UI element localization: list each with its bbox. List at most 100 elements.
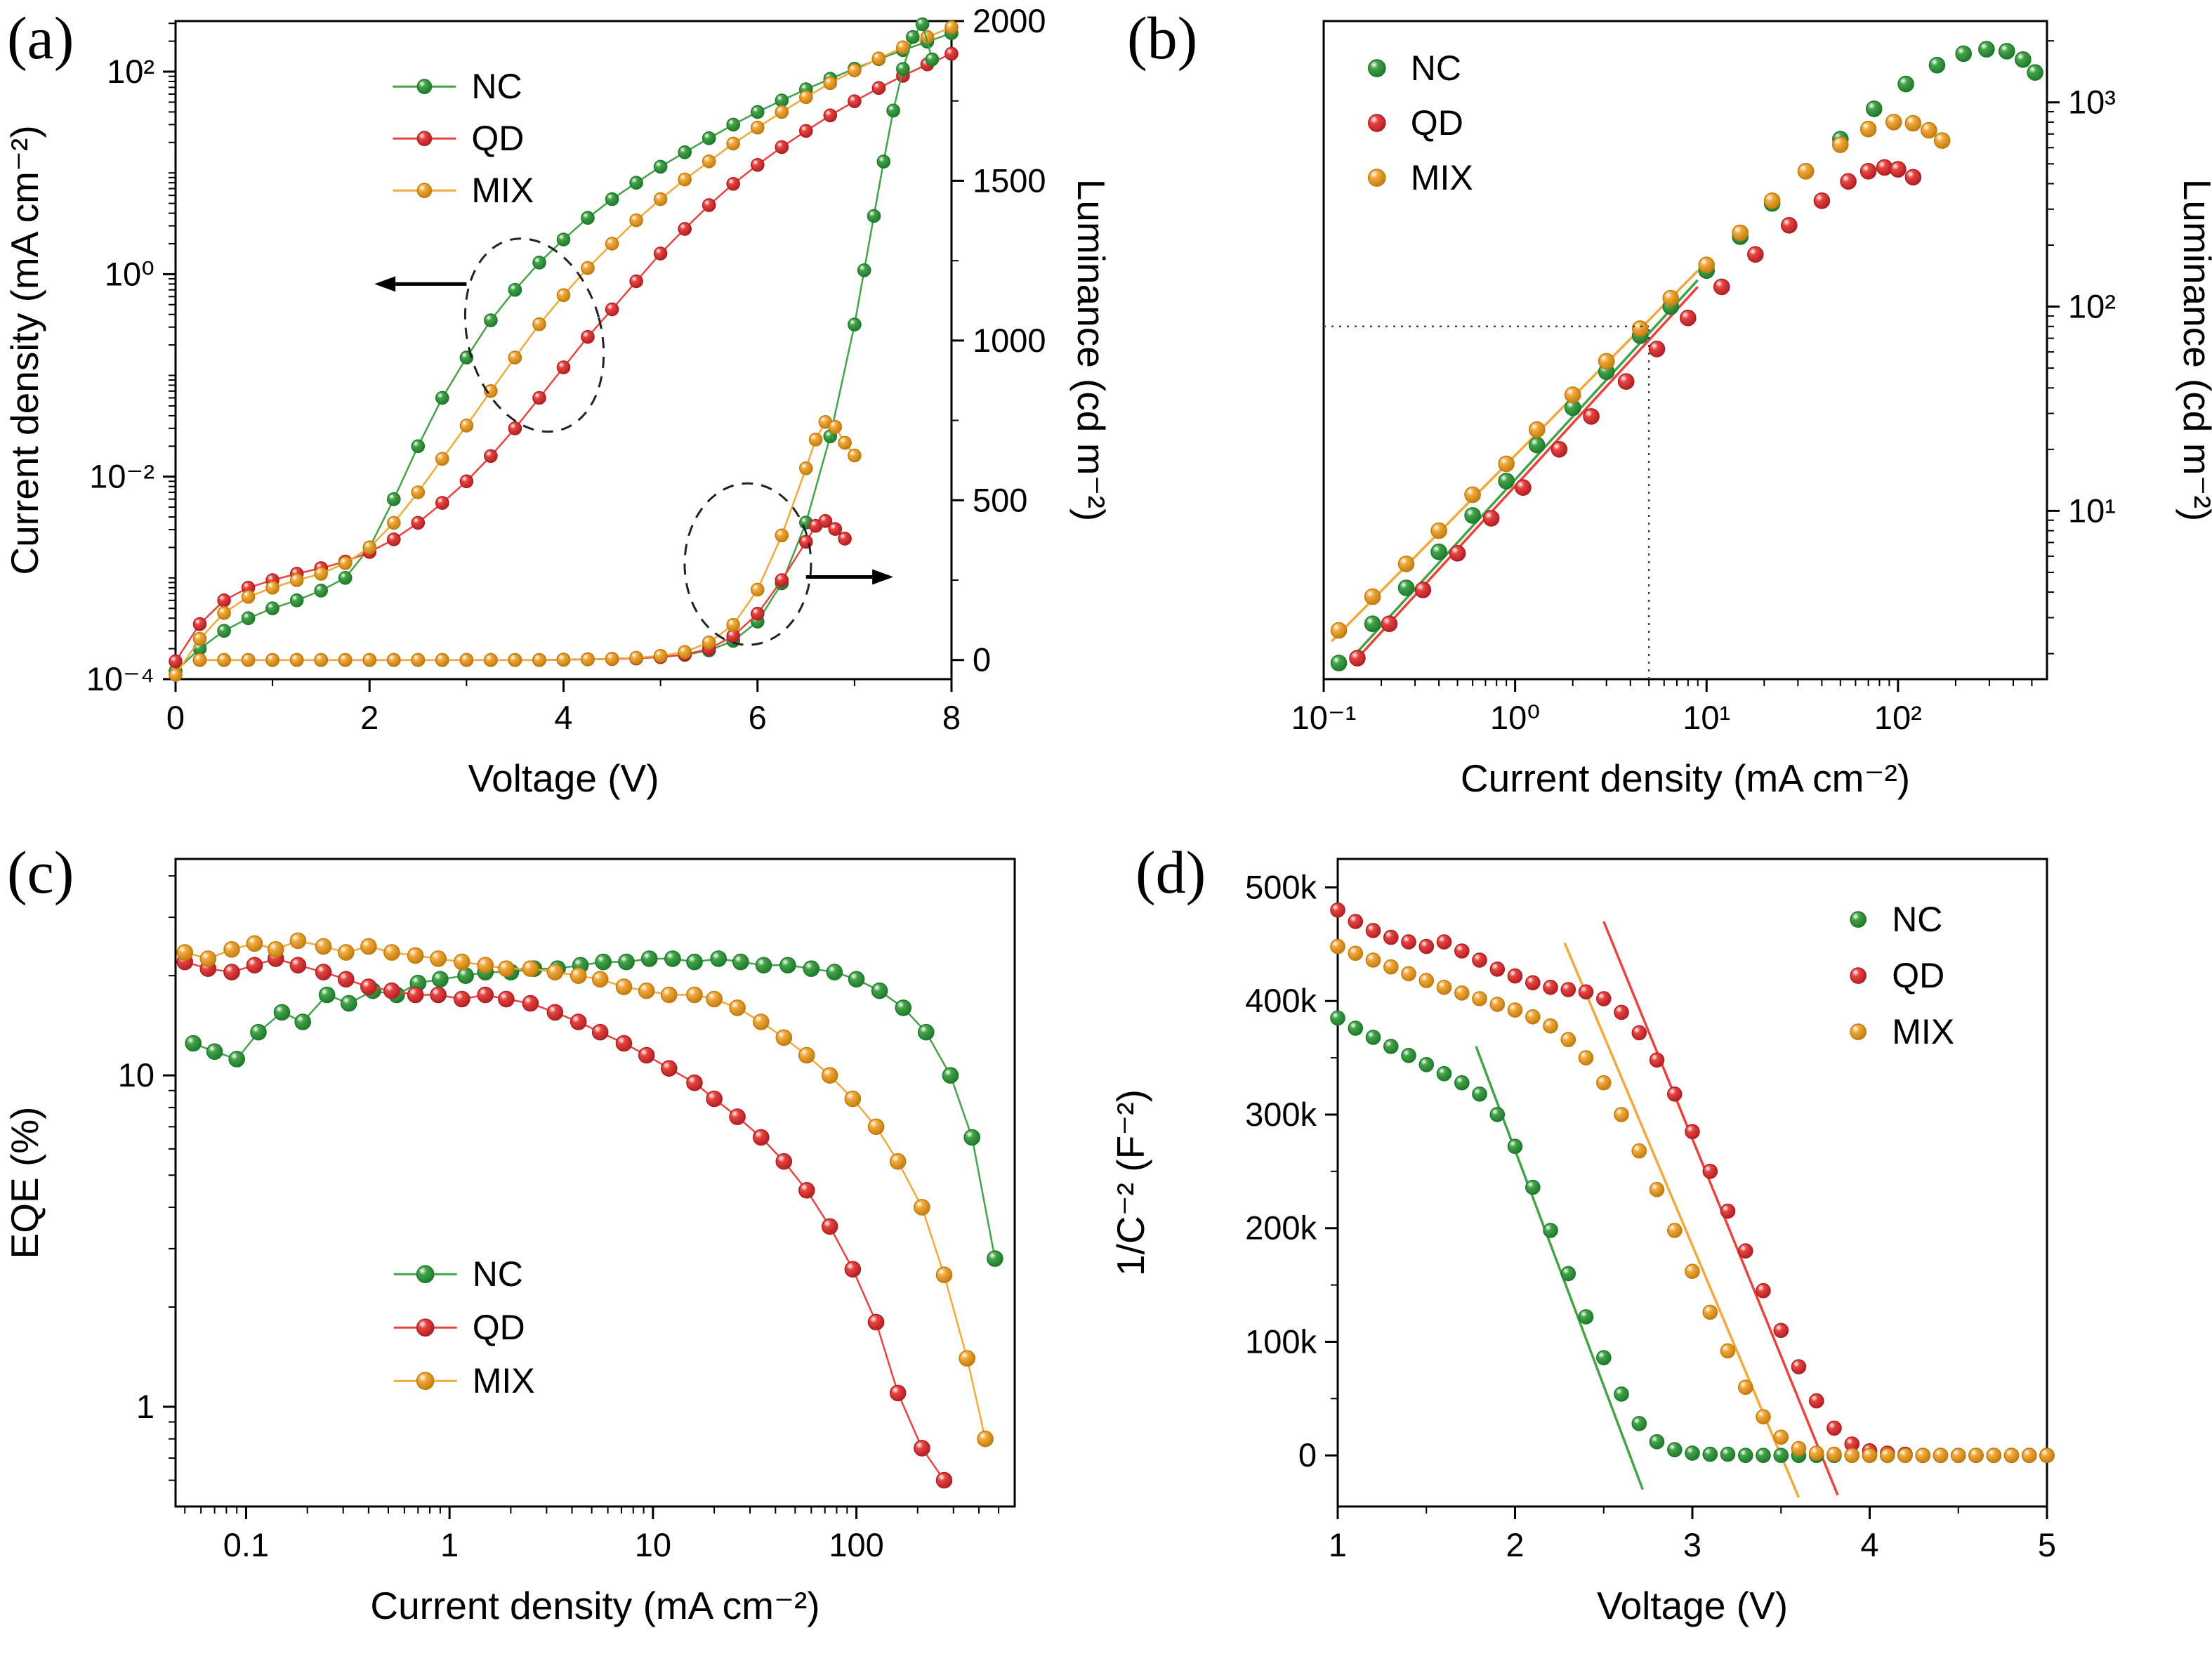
svg-text:100k: 100k: [1245, 1322, 1317, 1360]
panel-c-chart-eqe: 0.1 1 10 100 Current density (mA cm⁻²) 1 10 EQE…: [3, 858, 1016, 1627]
series-NC: [185, 950, 1003, 1267]
series-MIX: [169, 20, 959, 682]
svg-text:4: 4: [554, 699, 572, 736]
series-NC: [1330, 1010, 2055, 1464]
fit-line-QD: [1602, 921, 1839, 1496]
svg-text:1: 1: [440, 1526, 459, 1563]
arrow-head: [374, 276, 396, 292]
series-MIX: [1330, 938, 2055, 1464]
panel-b-label: (b): [1127, 4, 1198, 72]
svg-text:10²: 10²: [1874, 699, 1922, 736]
legend-label-QD: QD: [1411, 103, 1463, 143]
panel-b: (b) 10⁻¹ 10⁰ 10¹ 10² Current density (mA cm⁻…: [1106, 0, 2212, 827]
panel-a-chart-jvl: 0 2 4 6 8 Voltage (V) 10⁻⁴ 10⁻² 10⁰ 10² Current de…: [3, 2, 1106, 800]
legend: NC QD MIX: [393, 67, 534, 210]
svg-text:1: 1: [136, 1388, 154, 1425]
svg-text:100: 100: [829, 1526, 883, 1563]
panel-d-label: (d): [1135, 839, 1206, 906]
svg-text:10²: 10²: [107, 53, 154, 90]
svg-text:0: 0: [973, 641, 991, 678]
x-axis-title: Voltage (V): [1597, 1584, 1788, 1627]
svg-text:400k: 400k: [1245, 982, 1317, 1019]
fit-line-QD: [1356, 286, 1699, 659]
dashed-ellipse-annotation: [683, 482, 812, 646]
series-QD: [169, 46, 959, 669]
series-MIX: [1330, 114, 1951, 639]
y-axis-title-left: EQE (%): [3, 1107, 46, 1259]
svg-text:10⁻⁴: 10⁻⁴: [86, 660, 154, 697]
svg-text:10⁰: 10⁰: [1490, 699, 1540, 736]
svg-text:200k: 200k: [1245, 1209, 1317, 1247]
svg-text:10¹: 10¹: [1683, 699, 1730, 736]
y-axis-title-right: Luminance (cd m⁻²): [1069, 179, 1106, 522]
panel-b-chart-luminance-vs-j: 10⁻¹ 10⁰ 10¹ 10² Current density (mA cm⁻²) 10…: [1291, 20, 2212, 800]
svg-text:2: 2: [1506, 1526, 1524, 1563]
svg-text:10¹: 10¹: [2068, 492, 2116, 529]
svg-text:500k: 500k: [1245, 868, 1317, 905]
legend-label-NC: NC: [1411, 48, 1461, 88]
series-QD: [1349, 159, 1922, 667]
svg-text:8: 8: [942, 699, 961, 736]
fit-line-NC: [1475, 1046, 1644, 1490]
axes: 0 2 4 6 8 Voltage (V) 10⁻⁴ 10⁻² 10⁰ 10² Current de…: [3, 2, 1106, 800]
svg-text:1500: 1500: [973, 162, 1046, 199]
legend: NC QD MIX: [1850, 900, 1954, 1051]
panel-d: (d) 1 2 3 4 5 Voltage (V) 0 100k 200k 300k 400k 500…: [1106, 827, 2212, 1654]
series-QD: [176, 950, 953, 1489]
svg-text:6: 6: [749, 699, 767, 736]
y-axis-title-left: 1/C⁻² (F⁻²): [1109, 1089, 1152, 1276]
dashed-ellipse-annotation: [463, 237, 605, 433]
legend-label-MIX: MIX: [471, 171, 534, 210]
series-MIX: [176, 932, 994, 1448]
x-axis-title: Current density (mA cm⁻²): [1461, 756, 1910, 800]
legend-label-MIX: MIX: [473, 1361, 535, 1400]
svg-text:3: 3: [1683, 1526, 1701, 1563]
x-axis-title: Voltage (V): [468, 756, 659, 800]
legend-label-QD: QD: [473, 1308, 525, 1347]
panel-a-label: (a): [7, 4, 74, 72]
plot-frame: [1322, 20, 2048, 681]
arrow-head: [872, 569, 894, 585]
svg-text:0.1: 0.1: [223, 1526, 269, 1563]
svg-text:10: 10: [118, 1056, 154, 1094]
svg-text:5: 5: [2038, 1526, 2056, 1563]
axes: 1 2 3 4 5 Voltage (V) 0 100k 200k 300k 400k 500k 1/C…: [1109, 868, 2056, 1627]
plot-frame: [174, 858, 1016, 1508]
svg-text:2: 2: [360, 699, 378, 736]
svg-text:10: 10: [635, 1526, 671, 1563]
legend: NC QD MIX: [393, 1254, 535, 1400]
svg-text:300k: 300k: [1245, 1096, 1317, 1133]
legend-label-NC: NC: [1892, 900, 1942, 939]
legend-label-MIX: MIX: [1892, 1012, 1954, 1051]
panel-d-chart-mott-schottky: 1 2 3 4 5 Voltage (V) 0 100k 200k 300k 400k 500k 1/C…: [1109, 858, 2056, 1627]
series-MIX-right-axis: [192, 414, 862, 667]
fit-line-MIX: [1563, 943, 1800, 1498]
legend-label-MIX: MIX: [1411, 158, 1473, 197]
legend-label-QD: QD: [1892, 956, 1944, 995]
svg-text:10²: 10²: [2068, 288, 2116, 325]
svg-text:1: 1: [1329, 1526, 1347, 1563]
legend-label-NC: NC: [473, 1254, 523, 1294]
svg-text:2000: 2000: [973, 2, 1046, 39]
panel-c-label: (c): [7, 839, 74, 906]
y-axis-title-right: Luminance (cd m⁻²): [2175, 179, 2212, 522]
svg-text:0: 0: [1298, 1436, 1317, 1473]
series-layer: [1330, 903, 2055, 1498]
legend-label-NC: NC: [471, 67, 522, 106]
panel-c: (c) 0.1 1 10 100 Current density (mA cm⁻²) 1 1…: [0, 827, 1106, 1654]
series-layer: [1330, 41, 2043, 671]
axes: 0.1 1 10 100 Current density (mA cm⁻²) 1 10 EQE…: [3, 875, 1000, 1627]
y-axis-title-left: Current density (mA cm⁻²): [3, 125, 46, 575]
svg-text:4: 4: [1860, 1526, 1878, 1563]
svg-text:1000: 1000: [973, 322, 1046, 359]
legend: NC QD MIX: [1367, 48, 1473, 197]
svg-text:500: 500: [973, 481, 1027, 518]
svg-text:10⁻²: 10⁻²: [89, 458, 154, 495]
legend-label-QD: QD: [471, 119, 524, 158]
svg-text:10³: 10³: [2068, 84, 2116, 121]
series-NC: [169, 26, 959, 678]
axes: 10⁻¹ 10⁰ 10¹ 10² Current density (mA cm⁻²) 10…: [1291, 40, 2212, 800]
panel-a: (a) 0 2 4 6 8 Voltage (V) 10⁻⁴ 10⁻² 10⁰ 10² Curren…: [0, 0, 1106, 827]
svg-text:0: 0: [166, 699, 185, 736]
